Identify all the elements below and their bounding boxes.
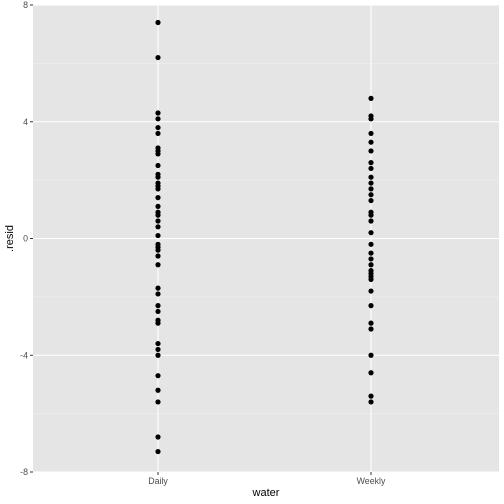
data-point xyxy=(155,285,161,291)
y-tick-label: 8 xyxy=(23,0,28,10)
data-point xyxy=(368,180,374,186)
data-point xyxy=(368,288,374,294)
data-point xyxy=(368,139,374,145)
y-tick-label: -4 xyxy=(20,350,28,360)
y-axis: -8 -4 0 4 8 xyxy=(20,0,33,477)
data-point xyxy=(155,195,161,201)
y-tick-label: 4 xyxy=(23,117,28,127)
data-point xyxy=(368,320,374,326)
data-point xyxy=(368,250,374,256)
minor-gridlines xyxy=(33,63,499,414)
data-point xyxy=(155,253,161,259)
data-point xyxy=(155,186,161,192)
data-point xyxy=(368,95,374,101)
data-point xyxy=(155,291,161,297)
data-point xyxy=(368,326,374,332)
data-point xyxy=(155,308,161,315)
data-point xyxy=(155,320,161,326)
data-point xyxy=(155,174,161,180)
data-point xyxy=(368,174,374,180)
data-point xyxy=(155,212,161,218)
data-points xyxy=(155,19,374,455)
data-point xyxy=(155,224,161,230)
data-point xyxy=(368,276,374,282)
data-point xyxy=(368,130,374,137)
data-point xyxy=(155,116,161,122)
data-point xyxy=(368,197,374,204)
data-point xyxy=(368,212,374,218)
data-point xyxy=(368,218,374,224)
data-point xyxy=(368,165,374,172)
x-axis: Daily Weekly xyxy=(148,472,386,486)
data-point xyxy=(155,162,161,169)
data-point xyxy=(368,262,374,268)
data-point xyxy=(155,340,161,347)
data-point xyxy=(155,387,161,393)
data-point xyxy=(155,151,161,157)
data-point xyxy=(155,262,161,268)
data-point xyxy=(368,116,374,122)
data-point xyxy=(155,346,161,353)
data-point xyxy=(368,160,374,166)
data-point xyxy=(155,399,161,405)
data-point xyxy=(155,247,161,253)
data-point xyxy=(368,370,374,376)
data-point xyxy=(155,352,161,358)
data-point xyxy=(368,148,374,154)
data-point xyxy=(368,256,374,262)
x-tick-label: Daily xyxy=(148,476,168,486)
data-point xyxy=(368,186,374,192)
data-point xyxy=(155,373,161,379)
data-point xyxy=(368,399,374,405)
x-tick-label: Weekly xyxy=(357,476,386,486)
data-point xyxy=(155,124,161,131)
data-point xyxy=(155,19,161,26)
data-point xyxy=(155,203,161,209)
data-point xyxy=(155,434,161,440)
data-point xyxy=(155,218,161,224)
data-point xyxy=(368,192,374,198)
data-point xyxy=(155,54,161,61)
data-point xyxy=(368,241,374,247)
data-point xyxy=(368,230,374,236)
data-point xyxy=(155,232,161,239)
data-point xyxy=(155,303,161,309)
y-axis-title: .resid xyxy=(4,225,16,252)
data-point xyxy=(368,352,374,358)
y-tick-label: -8 xyxy=(20,467,28,477)
data-point xyxy=(368,393,374,399)
major-gridlines xyxy=(33,4,499,473)
y-tick-label: 0 xyxy=(23,234,28,244)
data-point xyxy=(155,448,161,455)
x-axis-title: water xyxy=(252,487,280,499)
data-point xyxy=(368,303,374,309)
data-point xyxy=(155,110,161,116)
data-point xyxy=(155,130,161,137)
